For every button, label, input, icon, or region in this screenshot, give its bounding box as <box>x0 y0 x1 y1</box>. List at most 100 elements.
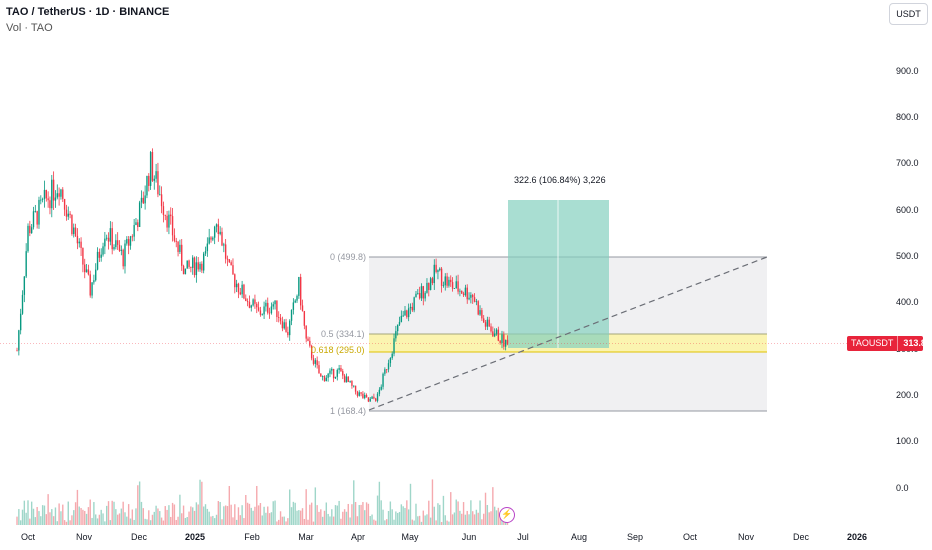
candle-body <box>131 236 134 238</box>
volume-bar <box>321 516 324 525</box>
candle-body <box>80 241 82 248</box>
fib-label-0: 0 (499.8) <box>330 252 367 262</box>
volume-bar <box>241 505 243 525</box>
candle-body <box>305 325 307 339</box>
volume-bar <box>391 509 393 525</box>
candle-body <box>100 254 102 258</box>
candle-body <box>224 244 227 259</box>
volume-bar <box>202 506 205 525</box>
candle-body <box>267 302 269 313</box>
volume-bar <box>137 485 139 525</box>
candle-body <box>107 237 110 242</box>
volume-bar <box>303 518 306 525</box>
volume-bar <box>484 492 487 525</box>
candle-body <box>199 263 201 270</box>
candle-body <box>177 241 179 252</box>
volume-bar <box>213 518 216 525</box>
volume-bar <box>265 512 267 525</box>
candle-body <box>212 237 214 240</box>
candle-body <box>301 305 304 312</box>
volume-bar <box>157 508 159 525</box>
candle-body <box>400 315 403 322</box>
candle-body <box>241 284 243 295</box>
candle-body <box>76 235 79 244</box>
candle-body <box>351 381 353 386</box>
candle-body <box>153 178 155 181</box>
volume-bar <box>84 510 86 525</box>
volume-bar <box>424 515 426 525</box>
candle-body <box>439 268 441 271</box>
candle-body <box>385 369 388 371</box>
volume-bar <box>440 521 443 525</box>
currency-button[interactable]: USDT <box>889 3 928 25</box>
candle-body <box>213 226 216 238</box>
chart-title[interactable]: TAO / TetherUS · 1D · BINANCE <box>6 6 170 18</box>
volume-bar <box>371 514 373 525</box>
candle-body <box>173 235 176 241</box>
candle-body <box>197 262 199 270</box>
volume-bar <box>287 518 289 525</box>
volume-bar <box>389 501 392 525</box>
volume-bar <box>250 507 252 525</box>
volume-bar <box>159 511 161 525</box>
candle-body <box>442 285 445 287</box>
candle-body <box>314 360 317 364</box>
candle-body <box>78 241 80 244</box>
time-axis-label: Sep <box>626 532 644 542</box>
candle-body <box>98 251 101 258</box>
candle-body <box>464 287 467 296</box>
candle-body <box>433 264 435 284</box>
volume-bar <box>270 512 273 525</box>
volume-bar <box>116 514 119 525</box>
candle-body <box>60 189 62 197</box>
volume-bar <box>472 511 474 525</box>
volume-bar <box>82 509 84 525</box>
candle-body <box>418 293 421 299</box>
candle-body <box>122 249 124 267</box>
volume-bar <box>246 502 249 525</box>
volume-bar <box>62 504 64 525</box>
volume-bar <box>30 501 33 525</box>
volume-bar <box>340 518 342 525</box>
candle-body <box>345 376 348 383</box>
candle-body <box>164 214 166 216</box>
volume-bar <box>56 521 58 525</box>
candle-body <box>446 276 448 286</box>
candle-body <box>495 329 498 334</box>
candle-body <box>184 268 187 275</box>
lightning-icon[interactable]: ⚡ <box>499 507 515 523</box>
volume-bar <box>188 511 190 525</box>
candle-body <box>477 301 479 315</box>
price-axis-label: 100.0 <box>896 436 919 446</box>
volume-bar <box>362 502 364 525</box>
candle-body <box>353 385 355 387</box>
volume-bar <box>133 519 135 525</box>
candle-body <box>276 300 278 318</box>
candle-body <box>396 324 399 332</box>
candle-body <box>426 282 428 293</box>
volume-bar <box>413 520 415 525</box>
candle-body <box>71 214 73 235</box>
volume-bar <box>113 501 115 525</box>
volume-bar <box>146 519 148 525</box>
volume-bar <box>310 502 313 525</box>
volume-bar <box>336 505 338 525</box>
candle-body <box>424 292 426 299</box>
volume-bar <box>192 507 194 525</box>
candle-body <box>289 320 291 336</box>
time-axis-label: 2026 <box>846 532 868 542</box>
volume-indicator-label[interactable]: Vol · TAO <box>6 22 53 34</box>
candle-body <box>137 222 139 228</box>
volume-bar <box>27 500 29 525</box>
candle-body <box>36 211 38 225</box>
candle-body <box>245 298 247 302</box>
volume-bar <box>195 502 198 525</box>
trend-line[interactable] <box>368 256 768 411</box>
volume-bar <box>63 520 66 525</box>
volume-bar <box>292 501 295 525</box>
volume-bar <box>166 509 168 525</box>
candle-body <box>428 282 430 290</box>
candle-body <box>127 239 130 246</box>
volume-bar <box>281 516 284 525</box>
